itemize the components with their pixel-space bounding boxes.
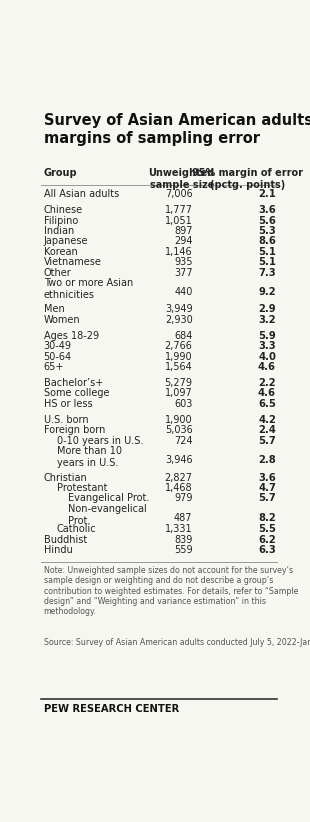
Text: 5.5: 5.5 <box>258 524 276 534</box>
Text: 5.3: 5.3 <box>258 226 276 236</box>
Text: 30-49: 30-49 <box>43 341 72 351</box>
Text: 2.4: 2.4 <box>258 425 276 436</box>
Text: 3.6: 3.6 <box>258 473 276 483</box>
Text: 603: 603 <box>174 399 193 409</box>
Text: Some college: Some college <box>43 389 109 399</box>
Text: 6.5: 6.5 <box>258 399 276 409</box>
Text: 0-10 years in U.S.: 0-10 years in U.S. <box>57 436 143 446</box>
Text: 1,564: 1,564 <box>165 362 193 372</box>
Text: Christian: Christian <box>43 473 87 483</box>
Text: 4.0: 4.0 <box>258 352 276 362</box>
Text: Filipino: Filipino <box>43 215 78 225</box>
Text: 50-64: 50-64 <box>43 352 72 362</box>
Text: 2,827: 2,827 <box>165 473 193 483</box>
Text: 8.6: 8.6 <box>258 237 276 247</box>
Text: More than 10
years in U.S.: More than 10 years in U.S. <box>57 446 122 468</box>
Text: Women: Women <box>43 315 80 325</box>
Text: 3.2: 3.2 <box>258 315 276 325</box>
Text: 1,097: 1,097 <box>165 389 193 399</box>
Text: 8.2: 8.2 <box>258 513 276 523</box>
Text: Survey of Asian American adults
margins of sampling error: Survey of Asian American adults margins … <box>43 113 310 145</box>
Text: 9.2: 9.2 <box>258 287 276 297</box>
Text: 897: 897 <box>174 226 193 236</box>
Text: 4.7: 4.7 <box>258 483 276 493</box>
Text: 3,946: 3,946 <box>165 455 193 465</box>
Text: 5.7: 5.7 <box>258 493 276 503</box>
Text: Ages 18-29: Ages 18-29 <box>43 331 99 341</box>
Text: PEW RESEARCH CENTER: PEW RESEARCH CENTER <box>43 704 179 713</box>
Text: 95% margin of error
(pctg. points): 95% margin of error (pctg. points) <box>192 169 303 190</box>
Text: 487: 487 <box>174 513 193 523</box>
Text: Buddhist: Buddhist <box>43 535 87 545</box>
Text: Two or more Asian
ethnicities: Two or more Asian ethnicities <box>43 278 133 300</box>
Text: 1,900: 1,900 <box>165 415 193 425</box>
Text: Japanese: Japanese <box>43 237 88 247</box>
Text: 1,146: 1,146 <box>165 247 193 256</box>
Text: 4.6: 4.6 <box>258 389 276 399</box>
Text: U.S. born: U.S. born <box>43 415 88 425</box>
Text: 7,006: 7,006 <box>165 189 193 199</box>
Text: 5.7: 5.7 <box>258 436 276 446</box>
Text: 979: 979 <box>174 493 193 503</box>
Text: 7.3: 7.3 <box>258 267 276 278</box>
Text: 65+: 65+ <box>43 362 64 372</box>
Text: 6.3: 6.3 <box>258 545 276 555</box>
Text: 440: 440 <box>174 287 193 297</box>
Text: Catholic: Catholic <box>57 524 96 534</box>
Text: 2.1: 2.1 <box>258 189 276 199</box>
Text: 3,949: 3,949 <box>165 304 193 314</box>
Text: Note: Unweighted sample sizes do not account for the survey’s sample design or w: Note: Unweighted sample sizes do not acc… <box>43 566 298 616</box>
Text: 1,331: 1,331 <box>165 524 193 534</box>
Text: 3.3: 3.3 <box>258 341 276 351</box>
Text: 5.1: 5.1 <box>258 257 276 267</box>
Text: 2,766: 2,766 <box>165 341 193 351</box>
Text: 1,990: 1,990 <box>165 352 193 362</box>
Text: 724: 724 <box>174 436 193 446</box>
Text: 5.9: 5.9 <box>258 331 276 341</box>
Text: 3.6: 3.6 <box>258 206 276 215</box>
Text: 294: 294 <box>174 237 193 247</box>
Text: 5,036: 5,036 <box>165 425 193 436</box>
Text: 684: 684 <box>174 331 193 341</box>
Text: Vietnamese: Vietnamese <box>43 257 101 267</box>
Text: 2.2: 2.2 <box>258 378 276 388</box>
Text: Hindu: Hindu <box>43 545 72 555</box>
Text: Protestant: Protestant <box>57 483 107 493</box>
Text: 839: 839 <box>174 535 193 545</box>
Text: Unweighted
sample size: Unweighted sample size <box>148 169 215 190</box>
Text: 4.2: 4.2 <box>258 415 276 425</box>
Text: 1,777: 1,777 <box>165 206 193 215</box>
Text: Foreign born: Foreign born <box>43 425 105 436</box>
Text: 6.2: 6.2 <box>258 535 276 545</box>
Text: 2.9: 2.9 <box>258 304 276 314</box>
Text: Non-evangelical
Prot.: Non-evangelical Prot. <box>68 504 146 526</box>
Text: Other: Other <box>43 267 71 278</box>
Text: 1,468: 1,468 <box>165 483 193 493</box>
Text: 4.6: 4.6 <box>258 362 276 372</box>
Text: Indian: Indian <box>43 226 74 236</box>
Text: 2.8: 2.8 <box>258 455 276 465</box>
Text: 5.6: 5.6 <box>258 215 276 225</box>
Text: 5.1: 5.1 <box>258 247 276 256</box>
Text: 5,279: 5,279 <box>165 378 193 388</box>
Text: 935: 935 <box>174 257 193 267</box>
Text: Evangelical Prot.: Evangelical Prot. <box>68 493 149 503</box>
Text: Group: Group <box>43 169 77 178</box>
Text: HS or less: HS or less <box>43 399 92 409</box>
Text: Bachelor’s+: Bachelor’s+ <box>43 378 103 388</box>
Text: Korean: Korean <box>43 247 77 256</box>
Text: 2,930: 2,930 <box>165 315 193 325</box>
Text: 559: 559 <box>174 545 193 555</box>
Text: All Asian adults: All Asian adults <box>43 189 119 199</box>
Text: 377: 377 <box>174 267 193 278</box>
Text: Men: Men <box>43 304 64 314</box>
Text: Source: Survey of Asian American adults conducted July 5, 2022-Jan. 27, 2023.: Source: Survey of Asian American adults … <box>43 638 310 647</box>
Text: 1,051: 1,051 <box>165 215 193 225</box>
Text: Chinese: Chinese <box>43 206 83 215</box>
